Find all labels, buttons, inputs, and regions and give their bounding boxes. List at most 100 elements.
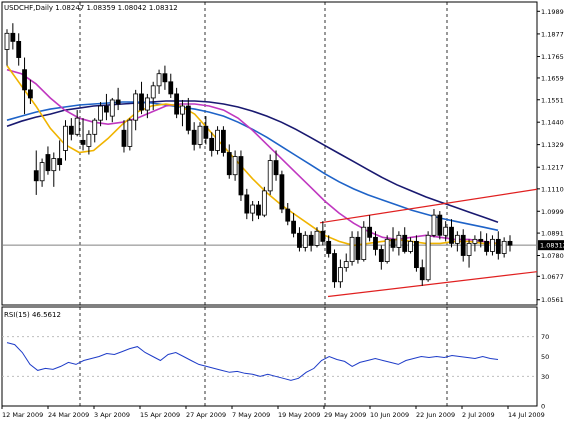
candle bbox=[297, 227, 302, 252]
candle-body bbox=[10, 32, 16, 42]
candle-body bbox=[507, 240, 513, 246]
candle-body bbox=[291, 220, 296, 234]
rsi-title: RSI(15) 46.5612 bbox=[4, 311, 61, 319]
candle-body bbox=[168, 81, 174, 95]
candle bbox=[109, 97, 115, 123]
candle bbox=[256, 200, 261, 220]
candle bbox=[302, 231, 308, 252]
candle bbox=[466, 239, 472, 268]
candle bbox=[343, 253, 349, 272]
candle-body bbox=[320, 230, 326, 242]
candle bbox=[402, 227, 408, 254]
rsi-line bbox=[6, 342, 499, 381]
candle-body bbox=[267, 160, 273, 192]
candle-body bbox=[373, 236, 378, 250]
candle bbox=[396, 231, 402, 256]
candle-body bbox=[80, 139, 86, 145]
candle bbox=[232, 150, 238, 181]
price-tick-label: 1.08910 bbox=[541, 230, 564, 238]
channel-upper-line bbox=[319, 188, 538, 224]
candle bbox=[150, 81, 156, 111]
candle-body bbox=[425, 234, 431, 281]
candle-body bbox=[250, 204, 256, 214]
candle-body bbox=[185, 105, 191, 131]
candle-body bbox=[302, 234, 308, 248]
candle-body bbox=[63, 125, 68, 151]
candle-body bbox=[86, 133, 92, 147]
candle bbox=[414, 235, 419, 272]
candle bbox=[384, 235, 390, 264]
candle-body bbox=[378, 249, 384, 262]
candle bbox=[63, 120, 68, 161]
candle bbox=[425, 231, 431, 282]
candle bbox=[221, 126, 226, 157]
date-tick-label: 22 Jun 2009 bbox=[416, 411, 455, 419]
candle-body bbox=[332, 253, 337, 283]
candle bbox=[495, 231, 501, 260]
date-tick-label: 29 May 2009 bbox=[324, 411, 366, 419]
candle-body bbox=[454, 234, 460, 244]
candle-body bbox=[180, 105, 185, 115]
candle bbox=[291, 213, 296, 238]
candle-body bbox=[139, 93, 144, 111]
grid-lines bbox=[2, 2, 537, 406]
candle bbox=[115, 87, 121, 111]
candle-body bbox=[337, 267, 343, 283]
candle bbox=[209, 132, 215, 157]
candle bbox=[320, 221, 326, 246]
candle bbox=[454, 231, 460, 252]
price-frame bbox=[1, 1, 538, 306]
candle bbox=[472, 235, 478, 252]
price-tick-label: 1.19890 bbox=[541, 8, 564, 16]
candle bbox=[490, 235, 495, 256]
price-tick-label: 1.07800 bbox=[541, 252, 564, 260]
candle-body bbox=[16, 40, 22, 58]
date-tick-label: 12 Mar 2009 bbox=[2, 411, 43, 419]
candle bbox=[449, 219, 454, 248]
candle-body bbox=[484, 240, 490, 252]
candle-body bbox=[349, 236, 355, 262]
candle bbox=[185, 97, 191, 135]
candle-body bbox=[238, 156, 244, 196]
candle bbox=[285, 202, 291, 226]
candle bbox=[273, 150, 279, 181]
candle bbox=[98, 101, 103, 127]
candles bbox=[4, 23, 513, 288]
candle-body bbox=[449, 226, 454, 244]
candle-body bbox=[466, 242, 472, 256]
candle-body bbox=[367, 226, 373, 238]
candle-body bbox=[156, 73, 162, 87]
candle bbox=[308, 231, 314, 252]
candle-body bbox=[104, 105, 109, 113]
candle-body bbox=[109, 99, 115, 117]
candle-body bbox=[495, 238, 501, 254]
price-channel bbox=[319, 188, 538, 298]
candle bbox=[92, 118, 98, 143]
candle-body bbox=[384, 238, 390, 262]
candle bbox=[437, 211, 443, 240]
candle-body bbox=[92, 119, 98, 135]
chart-frames bbox=[1, 1, 538, 407]
candle-body bbox=[402, 234, 408, 252]
candle-body bbox=[215, 129, 220, 151]
candle bbox=[408, 237, 413, 254]
candle bbox=[355, 231, 361, 264]
candle-body bbox=[443, 226, 449, 236]
current-price-label: 1.08312 bbox=[540, 242, 564, 250]
candle bbox=[33, 150, 39, 195]
candle-body bbox=[144, 97, 150, 111]
candle-body bbox=[232, 156, 238, 176]
candle bbox=[74, 110, 80, 137]
candle bbox=[51, 152, 57, 187]
candle bbox=[104, 93, 109, 121]
candle-body bbox=[414, 240, 419, 269]
candle bbox=[180, 99, 185, 127]
candle-body bbox=[261, 190, 267, 216]
date-tick-label: 10 Jun 2009 bbox=[370, 411, 409, 419]
price-tick-label: 1.09990 bbox=[541, 208, 564, 216]
axis-labels: 1.19890 1.18770 1.17650 1.16590 1.15510 1.144… bbox=[1, 8, 564, 419]
candle-body bbox=[68, 125, 74, 135]
rsi-tick-label: 50 bbox=[541, 353, 549, 361]
candle bbox=[443, 221, 449, 242]
